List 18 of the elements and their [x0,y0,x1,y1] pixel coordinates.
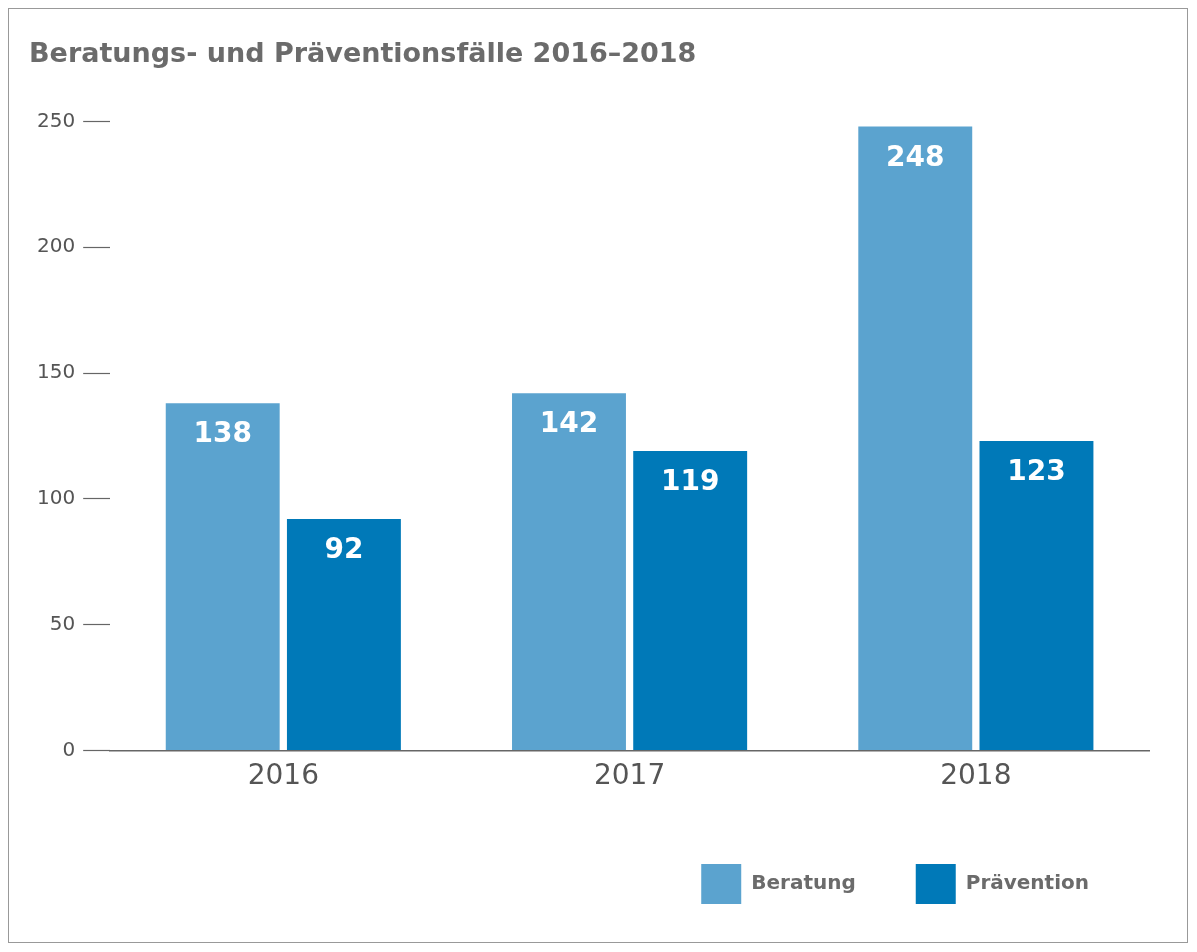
y-tick-label: 50 [49,610,76,635]
y-tick-label: 200 [36,233,76,258]
legend-label: Beratung [751,870,856,895]
data-label: 92 [324,532,364,566]
data-label: 138 [193,416,252,450]
y-tick-label: 0 [62,736,76,761]
legend-label: Prävention [965,870,1090,895]
data-label: 123 [1007,454,1066,488]
chart-title: Beratungs- und Präventionsfälle 2016–2018 [29,37,697,69]
y-tick-label: 250 [36,107,76,132]
y-tick-label: 150 [36,359,76,384]
data-label: 248 [886,139,945,173]
data-label: 142 [539,406,599,440]
x-tick-label: 2016 [247,758,319,792]
y-tick-label: 100 [36,485,76,509]
x-tick-label: 2018 [940,758,1012,792]
x-tick-label: 2017 [593,758,666,792]
data-label: 119 [660,464,720,498]
